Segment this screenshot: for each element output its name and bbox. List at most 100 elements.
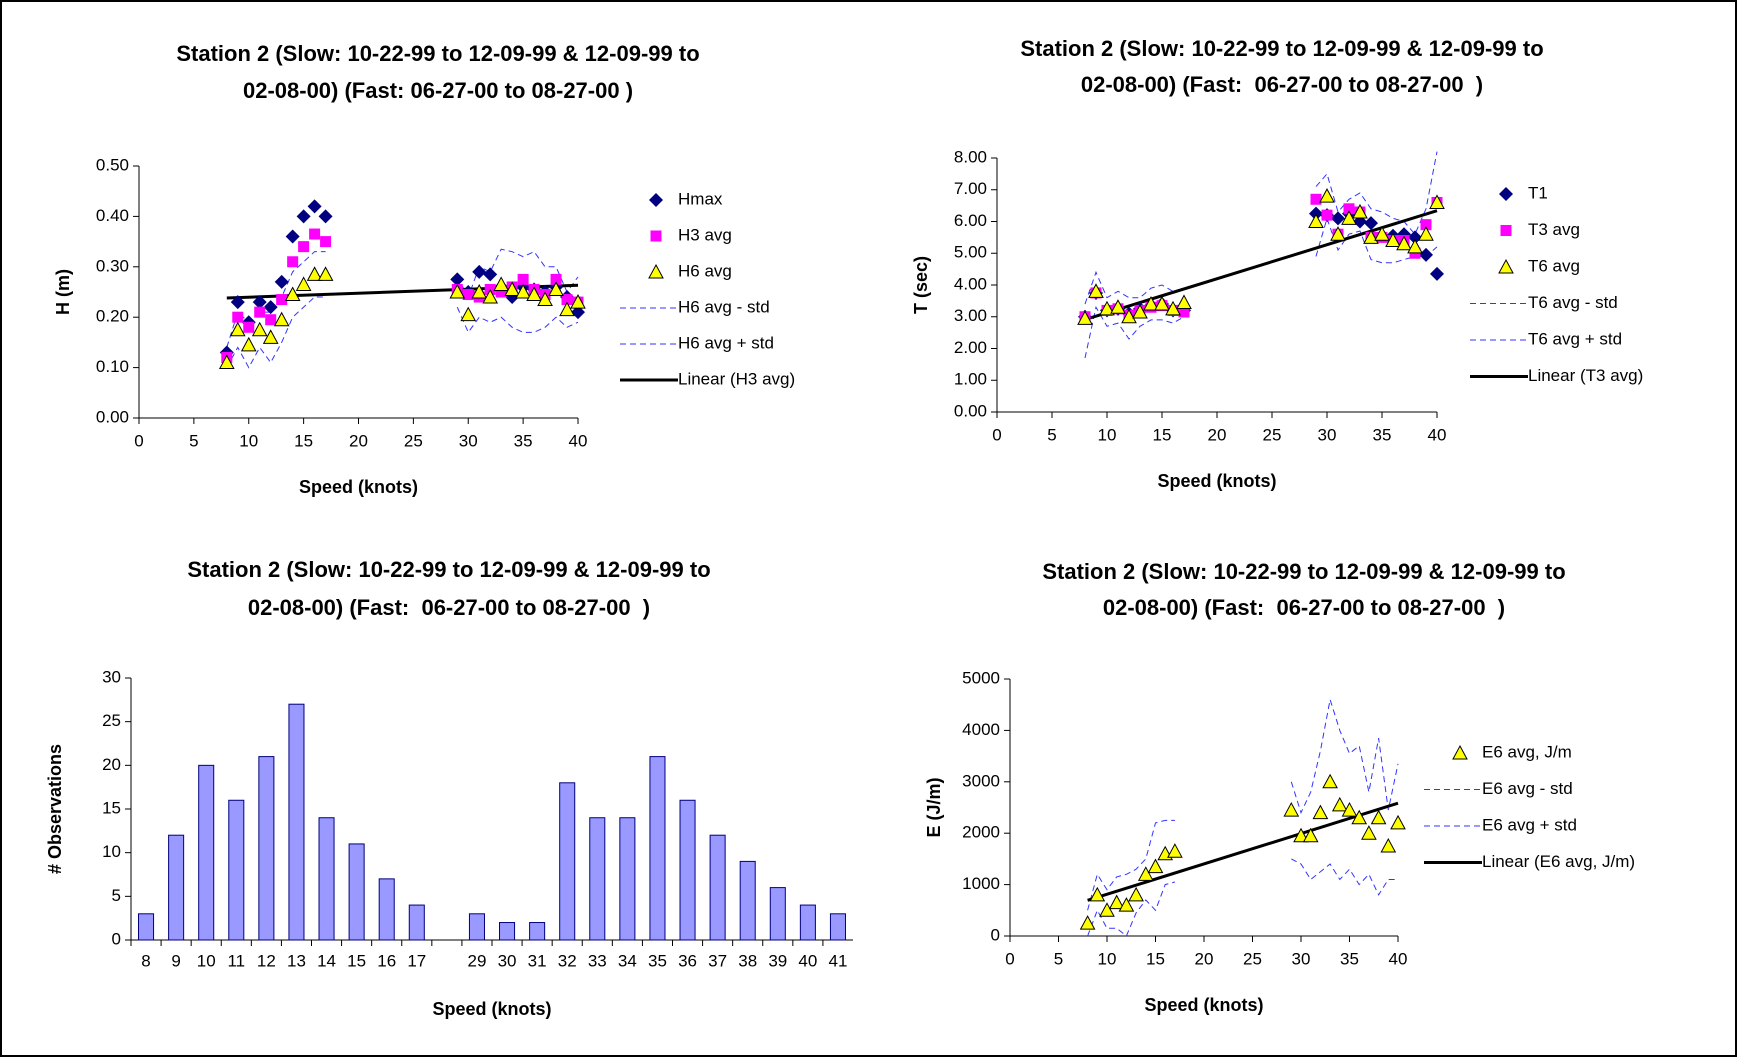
marker-square bbox=[276, 294, 288, 306]
marker-triangle bbox=[526, 286, 542, 302]
x-tick-label: 30 bbox=[459, 431, 478, 450]
x-tick-label: 37 bbox=[708, 951, 727, 970]
legend-label: T6 avg bbox=[1528, 256, 1580, 275]
y-tick-label: 1000 bbox=[962, 874, 1000, 893]
bar bbox=[529, 922, 546, 941]
x-tick-label: 30 bbox=[1292, 949, 1311, 968]
y-tick-label: 0.00 bbox=[954, 401, 987, 420]
marker-triangle bbox=[240, 336, 257, 352]
marker-triangle bbox=[1118, 897, 1135, 912]
x-tick-label: 25 bbox=[1263, 425, 1282, 444]
marker-square bbox=[1310, 193, 1322, 205]
x-axis-title: Speed (knots) bbox=[432, 999, 551, 1019]
std-line bbox=[1084, 270, 1185, 305]
marker-triangle bbox=[1308, 213, 1324, 228]
y-tick-label: 2000 bbox=[962, 823, 1000, 842]
marker-triangle bbox=[1322, 773, 1338, 789]
marker-diamond bbox=[307, 199, 322, 214]
marker-triangle bbox=[218, 354, 235, 370]
y-tick-label: 20 bbox=[102, 755, 121, 774]
x-tick-label: 10 bbox=[197, 951, 216, 970]
x-axis-title: Speed (knots) bbox=[1157, 471, 1276, 491]
marker-triangle bbox=[460, 306, 477, 322]
bar bbox=[799, 904, 816, 941]
y-tick-label: 0.20 bbox=[96, 307, 129, 326]
marker-diamond bbox=[1408, 230, 1422, 245]
y-tick-label: 0.10 bbox=[96, 357, 129, 376]
marker-triangle bbox=[493, 276, 510, 291]
y-tick-label: 10 bbox=[102, 842, 121, 861]
bar bbox=[198, 764, 215, 941]
x-tick-label: 11 bbox=[227, 951, 245, 970]
marker-triangle bbox=[1128, 886, 1144, 902]
x-tick-label: 34 bbox=[618, 951, 637, 970]
std-line bbox=[1291, 858, 1398, 896]
legend-marker bbox=[648, 263, 664, 279]
x-tick-label: 35 bbox=[514, 431, 533, 450]
marker-triangle bbox=[1390, 814, 1406, 830]
marker-square bbox=[1343, 203, 1355, 215]
marker-square bbox=[298, 241, 310, 253]
marker-triangle bbox=[471, 283, 488, 299]
marker-triangle bbox=[1407, 238, 1423, 254]
marker-triangle bbox=[570, 294, 586, 309]
legend-label: Linear (H3 avg) bbox=[678, 369, 795, 388]
marker-triangle bbox=[1330, 226, 1346, 241]
marker-square bbox=[287, 256, 299, 268]
marker-triangle bbox=[1380, 837, 1397, 853]
legend-marker bbox=[1499, 187, 1513, 201]
legend-marker bbox=[1500, 225, 1512, 236]
x-tick-label: 5 bbox=[189, 431, 198, 450]
bar bbox=[589, 817, 606, 941]
bar bbox=[649, 756, 666, 941]
y-axis-title: H (m) bbox=[53, 269, 73, 315]
marker-triangle bbox=[262, 329, 279, 344]
std-line bbox=[1084, 305, 1185, 359]
marker-triangle bbox=[1283, 802, 1300, 817]
legend-marker bbox=[1452, 744, 1468, 760]
x-tick-label: 0 bbox=[134, 431, 143, 450]
std-line bbox=[456, 248, 579, 299]
bar bbox=[138, 913, 155, 941]
bar bbox=[769, 887, 786, 941]
y-tick-label: 2.00 bbox=[954, 338, 987, 357]
marker-square bbox=[495, 286, 507, 298]
x-tick-label: 39 bbox=[768, 951, 787, 970]
x-tick-label: 35 bbox=[1340, 949, 1359, 968]
x-tick-label: 35 bbox=[1373, 425, 1392, 444]
y-tick-label: 3.00 bbox=[954, 306, 987, 325]
y-axis-title: T (sec) bbox=[911, 256, 931, 314]
marker-square bbox=[517, 273, 529, 285]
marker-diamond bbox=[318, 209, 333, 224]
y-tick-label: 4000 bbox=[962, 720, 1000, 739]
x-tick-label: 15 bbox=[1153, 425, 1172, 444]
marker-triangle bbox=[1361, 825, 1377, 840]
marker-diamond bbox=[274, 274, 289, 289]
x-tick-label: 17 bbox=[407, 951, 426, 970]
std-line bbox=[1290, 699, 1399, 815]
marker-square bbox=[243, 321, 255, 333]
x-tick-label: 15 bbox=[347, 951, 366, 970]
bar bbox=[739, 860, 756, 941]
marker-diamond bbox=[296, 209, 311, 224]
marker-triangle bbox=[1137, 866, 1154, 881]
x-tick-label: 31 bbox=[528, 951, 547, 970]
x-tick-label: 8 bbox=[141, 951, 150, 970]
std-line bbox=[1087, 881, 1176, 937]
marker-triangle bbox=[449, 283, 466, 299]
marker-triangle bbox=[537, 291, 553, 307]
x-tick-label: 9 bbox=[171, 951, 180, 970]
marker-triangle bbox=[251, 321, 268, 337]
marker-triangle bbox=[548, 281, 564, 296]
y-tick-label: 4.00 bbox=[954, 274, 987, 293]
std-line bbox=[456, 306, 579, 334]
legend-label: T1 bbox=[1528, 183, 1548, 202]
marker-diamond bbox=[1430, 266, 1444, 281]
x-tick-label: 30 bbox=[1318, 425, 1337, 444]
std-line bbox=[1315, 151, 1438, 236]
x-tick-label: 20 bbox=[349, 431, 368, 450]
bar bbox=[709, 834, 726, 941]
legend-label: H6 avg + std bbox=[678, 333, 774, 352]
y-axis-title: # Observations bbox=[45, 744, 65, 874]
marker-square bbox=[320, 236, 332, 248]
